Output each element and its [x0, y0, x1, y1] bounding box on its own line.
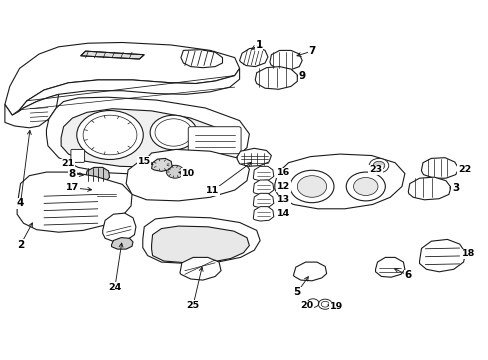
- Polygon shape: [269, 50, 302, 70]
- Text: 13: 13: [277, 195, 289, 204]
- Text: 8: 8: [69, 168, 76, 179]
- Polygon shape: [421, 158, 458, 178]
- Text: 5: 5: [293, 287, 300, 297]
- Text: 15: 15: [138, 157, 150, 166]
- Text: 14: 14: [276, 209, 290, 217]
- Polygon shape: [239, 48, 267, 67]
- Text: 3: 3: [451, 183, 458, 193]
- Polygon shape: [407, 177, 450, 200]
- Polygon shape: [93, 184, 121, 199]
- Polygon shape: [111, 238, 133, 249]
- Text: 21: 21: [61, 159, 74, 168]
- Text: 17: 17: [65, 184, 79, 192]
- Polygon shape: [253, 180, 273, 194]
- Text: 10: 10: [182, 169, 194, 178]
- Circle shape: [166, 165, 183, 178]
- Polygon shape: [255, 67, 297, 89]
- Polygon shape: [181, 50, 222, 68]
- Polygon shape: [274, 154, 404, 209]
- Text: 16: 16: [276, 168, 290, 177]
- Polygon shape: [5, 94, 59, 128]
- Polygon shape: [253, 166, 273, 181]
- Text: 22: 22: [457, 165, 470, 174]
- Polygon shape: [180, 257, 221, 280]
- Polygon shape: [151, 158, 172, 171]
- Text: 1: 1: [255, 40, 262, 50]
- Circle shape: [150, 115, 197, 150]
- Circle shape: [368, 158, 388, 173]
- Text: 9: 9: [298, 71, 305, 81]
- Polygon shape: [419, 239, 465, 272]
- Polygon shape: [253, 193, 273, 208]
- Circle shape: [297, 176, 326, 197]
- Text: 23: 23: [368, 165, 381, 174]
- Text: 7: 7: [307, 46, 315, 56]
- Polygon shape: [17, 172, 132, 232]
- Text: 4: 4: [17, 198, 24, 208]
- Polygon shape: [126, 149, 249, 201]
- Text: 24: 24: [108, 283, 122, 292]
- FancyBboxPatch shape: [71, 149, 84, 162]
- Polygon shape: [61, 109, 229, 167]
- Polygon shape: [85, 167, 109, 183]
- Text: 25: 25: [186, 301, 199, 310]
- Text: 2: 2: [17, 240, 24, 250]
- Circle shape: [346, 172, 385, 201]
- Text: 18: 18: [461, 249, 474, 258]
- Polygon shape: [237, 148, 271, 166]
- Circle shape: [353, 177, 377, 195]
- Polygon shape: [142, 217, 260, 264]
- Polygon shape: [253, 207, 273, 221]
- Polygon shape: [81, 51, 144, 59]
- Circle shape: [77, 111, 143, 159]
- Polygon shape: [375, 257, 404, 277]
- Circle shape: [372, 161, 384, 170]
- Polygon shape: [151, 226, 249, 263]
- Polygon shape: [19, 68, 239, 112]
- Text: 19: 19: [329, 302, 343, 311]
- Text: 12: 12: [276, 182, 290, 191]
- Text: 11: 11: [205, 186, 219, 195]
- Polygon shape: [293, 262, 326, 281]
- Circle shape: [289, 170, 333, 203]
- Text: 6: 6: [404, 270, 411, 280]
- Text: 20: 20: [300, 302, 313, 310]
- Circle shape: [306, 299, 318, 307]
- FancyBboxPatch shape: [188, 127, 241, 154]
- Polygon shape: [46, 97, 249, 175]
- Polygon shape: [5, 42, 239, 115]
- Polygon shape: [102, 213, 136, 242]
